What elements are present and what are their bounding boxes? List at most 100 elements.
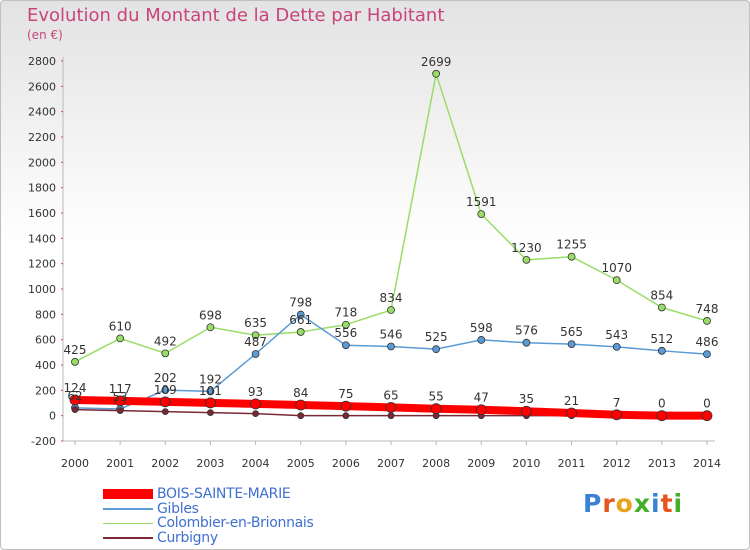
legend-swatch — [103, 537, 153, 539]
data-label: 492 — [154, 334, 177, 348]
data-label: 546 — [380, 328, 403, 342]
x-tick-label: 2010 — [512, 457, 540, 470]
data-label: 565 — [560, 325, 583, 339]
proxiti-logo: Proxiti — [583, 489, 684, 518]
data-label: 718 — [334, 306, 357, 320]
data-point — [522, 255, 531, 264]
x-tick-label: 2008 — [422, 457, 450, 470]
x-tick-label: 2011 — [558, 457, 586, 470]
data-label: 124 — [64, 381, 87, 395]
data-point — [657, 346, 666, 355]
data-point — [161, 349, 170, 358]
data-point — [161, 386, 170, 394]
x-tick-label: 2013 — [648, 457, 676, 470]
x-tick-label: 2001 — [106, 457, 134, 470]
y-tick-label: 2000 — [28, 156, 56, 169]
x-tick-label: 2000 — [61, 457, 89, 470]
data-label: 854 — [650, 288, 673, 302]
y-tick-label: 1400 — [28, 232, 56, 245]
data-label: 635 — [244, 316, 267, 330]
data-label: 1070 — [601, 261, 632, 275]
x-tick-label: 2003 — [196, 457, 224, 470]
data-point — [432, 69, 441, 78]
y-tick-label: 600 — [35, 334, 56, 347]
x-tick-label: 2009 — [467, 457, 495, 470]
chart-unit: (en €) — [27, 28, 63, 42]
series-line-2 — [74, 73, 708, 363]
data-point — [114, 395, 126, 407]
x-tick-label: 2002 — [151, 457, 179, 470]
data-label: 101 — [199, 384, 222, 398]
data-point — [521, 405, 532, 417]
data-point — [703, 317, 711, 325]
data-point — [252, 410, 259, 418]
data-label: 748 — [696, 302, 719, 316]
data-point — [340, 400, 352, 412]
data-point — [522, 338, 531, 347]
data-point — [71, 406, 79, 413]
data-label: 576 — [515, 324, 538, 338]
y-tick-label: 1600 — [28, 207, 56, 220]
data-label: 21 — [564, 394, 579, 408]
data-label: 0 — [703, 397, 711, 411]
data-point — [251, 331, 260, 340]
data-label: 65 — [383, 388, 398, 402]
data-label: 1230 — [511, 241, 542, 255]
data-label: 798 — [289, 296, 312, 310]
data-point — [161, 408, 169, 416]
legend-item: Curbigny — [103, 531, 314, 546]
x-tick-label: 2007 — [377, 457, 405, 470]
y-tick-label: 2600 — [28, 80, 56, 93]
data-label: 192 — [199, 372, 222, 386]
data-label: 661 — [289, 313, 312, 327]
legend-swatch — [103, 508, 153, 510]
data-label: 84 — [293, 386, 308, 400]
data-point — [205, 397, 216, 409]
data-label: 93 — [248, 385, 263, 399]
data-point — [432, 345, 441, 354]
y-tick-label: 800 — [35, 308, 56, 321]
data-label: 512 — [650, 332, 673, 346]
legend-label: Gibles — [157, 500, 199, 517]
data-point — [387, 342, 395, 351]
data-label: 109 — [154, 383, 177, 397]
data-point — [116, 334, 125, 343]
y-tick-label: 2200 — [28, 131, 56, 144]
data-label: 47 — [474, 391, 489, 405]
data-label: 556 — [334, 326, 357, 340]
x-tick-label: 2014 — [693, 457, 721, 470]
data-point — [341, 320, 350, 329]
data-point — [477, 210, 486, 219]
data-label: 7 — [613, 396, 621, 410]
data-point — [475, 404, 487, 416]
data-label: 202 — [154, 371, 177, 385]
y-tick-label: 2400 — [28, 106, 56, 119]
data-point — [159, 396, 171, 408]
legend-item: Colombier-en-Brionnais — [103, 516, 314, 531]
legend-swatch — [103, 489, 153, 500]
data-point — [701, 410, 713, 422]
data-label: 2699 — [421, 55, 452, 69]
data-label: 1591 — [466, 195, 497, 209]
data-point — [296, 328, 305, 336]
data-label: 1255 — [556, 238, 587, 252]
legend-item: BOIS-SAINTE-MARIE — [103, 487, 314, 502]
chart-title: Evolution du Montant de la Dette par Hab… — [27, 5, 445, 26]
data-point — [342, 412, 350, 420]
data-point — [206, 387, 215, 396]
data-label: 425 — [64, 343, 87, 357]
data-point — [116, 407, 124, 415]
y-tick-label: 1800 — [28, 182, 56, 195]
data-point — [296, 310, 305, 319]
data-label: 35 — [519, 392, 534, 406]
data-label: 0 — [658, 397, 666, 411]
data-label: 117 — [109, 382, 132, 396]
legend-swatch — [103, 522, 153, 524]
legend: BOIS-SAINTE-MARIE Gibles Colombier-en-Brio… — [103, 487, 314, 545]
data-point — [612, 342, 621, 351]
y-tick-label: 0 — [49, 410, 56, 423]
y-tick-label: 400 — [35, 359, 56, 372]
y-tick-label: 1000 — [28, 283, 56, 296]
